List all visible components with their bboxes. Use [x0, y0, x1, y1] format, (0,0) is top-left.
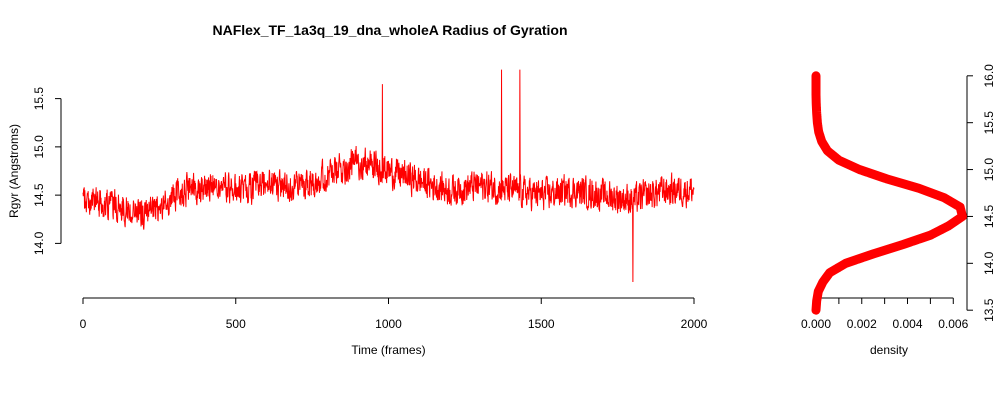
y-tick-label: 15.5 [32, 87, 46, 111]
x-tick-label: 1000 [375, 317, 402, 331]
y-tick-label: 15.0 [32, 135, 46, 159]
density-x-tick-label: 0.004 [892, 317, 922, 331]
density-y-tick-label: 14.5 [982, 204, 996, 228]
rgyr-series-line [82, 69, 695, 283]
density-x-axis-label: density [870, 343, 908, 357]
x-axis-label: Time (frames) [351, 343, 425, 357]
x-tick-label: 1500 [528, 317, 555, 331]
rgyr-time-series-plot: NAFlex_TF_1a3q_19_dna_wholeA Radius of G… [7, 22, 708, 357]
chart-title: NAFlex_TF_1a3q_19_dna_wholeA Radius of G… [212, 22, 567, 38]
rgyr-density-plot: 0.000 0.002 0.004 0.006 density 13.5 14.0 14.5 1… [801, 64, 996, 357]
density-x-tick-label: 0.002 [847, 317, 877, 331]
density-y-tick-label: 13.5 [982, 298, 996, 322]
y-axis-label: Rgyr (Angstroms) [7, 124, 21, 218]
density-x-tick-label: 0.006 [938, 317, 968, 331]
y-tick-label: 14.5 [32, 183, 46, 207]
x-tick-label: 2000 [681, 317, 708, 331]
density-x-tick-label: 0.000 [801, 317, 831, 331]
density-y-tick-label: 15.5 [982, 111, 996, 135]
density-y-tick-label: 14.0 [982, 251, 996, 275]
x-tick-label: 0 [80, 317, 87, 331]
y-tick-label: 14.0 [32, 231, 46, 255]
density-y-tick-label: 15.0 [982, 158, 996, 182]
x-tick-label: 500 [226, 317, 246, 331]
density-y-tick-label: 16.0 [982, 64, 996, 88]
density-curve [811, 71, 967, 315]
